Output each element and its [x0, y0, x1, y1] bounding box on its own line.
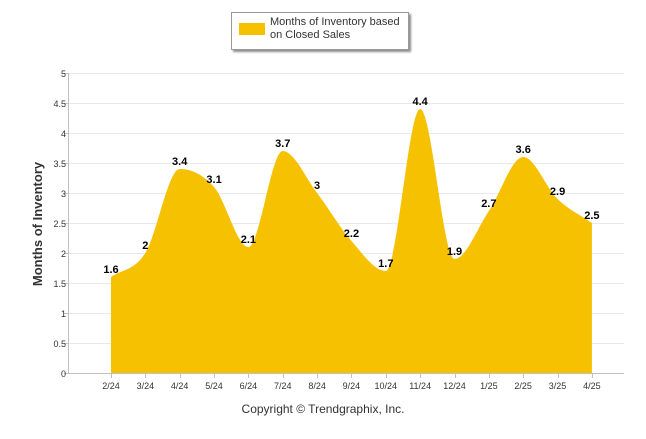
y-tick-label-3.5: 3.5 — [53, 159, 66, 169]
y-tick-label-4.5: 4.5 — [53, 99, 66, 109]
data-label-3: 3.1 — [206, 174, 221, 186]
data-label-0: 1.6 — [103, 264, 118, 276]
data-label-1: 2 — [142, 240, 148, 252]
y-tick-label-4: 4 — [61, 129, 66, 139]
copyright-footer: Copyright © Trendgraphix, Inc. — [241, 402, 405, 416]
data-label-13: 2.9 — [550, 186, 565, 198]
y-tick-labels: 0 0.5 1 1.5 2 2.5 3 3.5 4 4.5 5 — [53, 69, 66, 379]
data-label-7: 2.2 — [344, 228, 359, 240]
x-tick-label-8: 10/24 — [375, 381, 398, 391]
y-tick-label-2: 2 — [61, 249, 66, 259]
x-tick-label-2: 4/24 — [171, 381, 189, 391]
y-tick-label-3: 3 — [61, 189, 66, 199]
x-tick-label-10: 12/24 — [443, 381, 466, 391]
data-label-2: 3.4 — [172, 156, 188, 168]
legend-swatch — [239, 23, 265, 35]
y-axis-title: Months of Inventory — [30, 161, 45, 286]
x-tick-label-4: 6/24 — [240, 381, 258, 391]
data-label-4: 2.1 — [241, 234, 256, 246]
data-label-8: 1.7 — [378, 258, 393, 270]
data-label-6: 3 — [314, 180, 320, 192]
data-label-12: 3.6 — [516, 144, 531, 156]
x-tick-label-1: 3/24 — [137, 381, 155, 391]
x-tick-label-11: 1/25 — [480, 381, 498, 391]
area-series — [111, 109, 592, 373]
x-tick-label-14: 4/25 — [583, 381, 601, 391]
x-tick-label-3: 5/24 — [205, 381, 223, 391]
x-tick-label-5: 7/24 — [274, 381, 292, 391]
data-label-11: 2.7 — [481, 198, 496, 210]
y-tick-label-1.5: 1.5 — [53, 279, 66, 289]
y-tick-label-5: 5 — [61, 69, 66, 79]
y-tick-label-0.5: 0.5 — [53, 339, 66, 349]
x-tick-label-0: 2/24 — [102, 381, 120, 391]
x-tick-label-12: 2/25 — [514, 381, 532, 391]
legend-label: Months of Inventory based on Closed Sale… — [270, 16, 400, 41]
x-tick-label-6: 8/24 — [308, 381, 326, 391]
data-label-14: 2.5 — [584, 210, 599, 222]
x-tick-label-9: 11/24 — [409, 381, 431, 391]
y-tick-label-2.5: 2.5 — [53, 219, 66, 229]
area-series-fill — [111, 109, 592, 373]
x-tick-label-7: 9/24 — [343, 381, 361, 391]
x-tick-label-13: 3/25 — [549, 381, 567, 391]
data-label-5: 3.7 — [275, 138, 290, 150]
legend: Months of Inventory based on Closed Sale… — [231, 12, 409, 50]
y-tick-label-1: 1 — [61, 309, 66, 319]
data-label-9: 4.4 — [413, 96, 429, 108]
x-tick-labels: 2/24 3/24 4/24 5/24 6/24 7/24 8/24 9/24 10/24 11/… — [102, 381, 600, 391]
y-tick-label-0: 0 — [61, 369, 66, 379]
axes — [64, 73, 624, 378]
data-label-10: 1.9 — [447, 246, 462, 258]
data-labels: 1.6 2 3.4 3.1 2.1 3.7 3 2.2 1.7 4.4 1.9 2.7 3.6 2.9 2.… — [103, 96, 599, 276]
